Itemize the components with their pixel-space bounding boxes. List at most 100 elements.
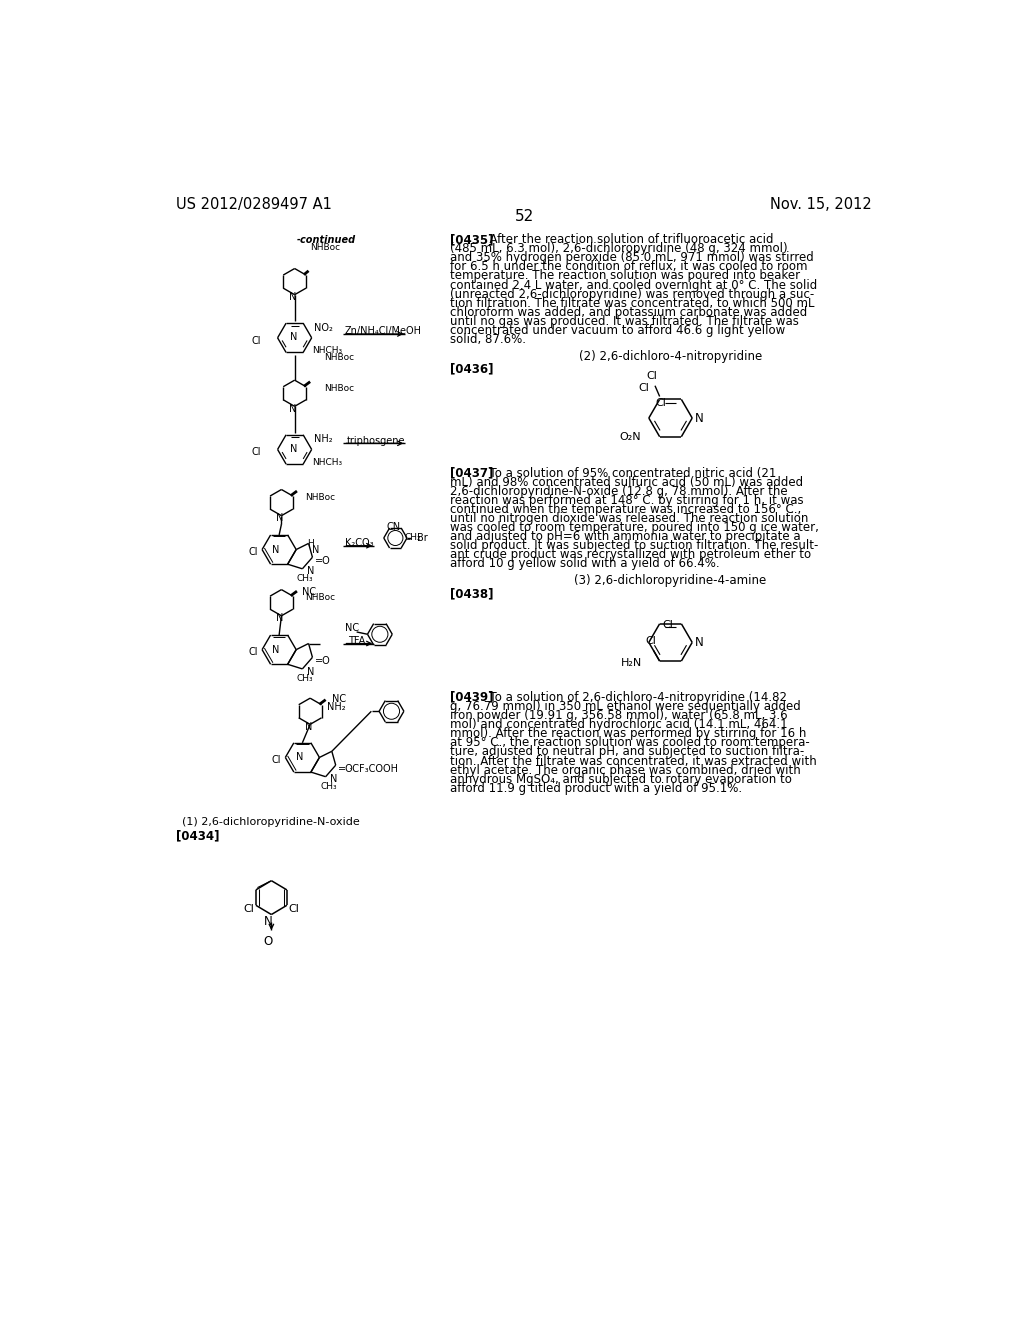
Text: Br: Br — [417, 533, 428, 544]
Text: N: N — [276, 614, 284, 623]
Text: [0435]: [0435] — [450, 234, 494, 246]
Text: at 95° C., the reaction solution was cooled to room tempera-: at 95° C., the reaction solution was coo… — [450, 737, 809, 750]
Text: N: N — [695, 412, 705, 425]
Text: N: N — [296, 752, 303, 763]
Text: Cl: Cl — [662, 619, 673, 630]
Text: N: N — [290, 333, 298, 342]
Text: N: N — [272, 644, 280, 655]
Text: =O: =O — [338, 763, 353, 774]
Text: Cl: Cl — [271, 755, 281, 766]
Text: mL) and 98% concentrated sulfuric acid (50 mL) was added: mL) and 98% concentrated sulfuric acid (… — [450, 475, 803, 488]
Text: [0438]: [0438] — [450, 587, 494, 601]
Text: Cl: Cl — [248, 647, 258, 657]
Text: and 35% hydrogen peroxide (85.0 mL, 971 mmol) was stirred: and 35% hydrogen peroxide (85.0 mL, 971 … — [450, 251, 813, 264]
Text: O: O — [263, 935, 272, 948]
Text: N: N — [331, 775, 338, 784]
Text: [0437]: [0437] — [450, 466, 493, 479]
Text: continued when the temperature was increased to 156° C.,: continued when the temperature was incre… — [450, 503, 801, 516]
Text: (3) 2,6-dichloropyridine-4-amine: (3) 2,6-dichloropyridine-4-amine — [574, 574, 767, 587]
Text: NH₂: NH₂ — [314, 434, 333, 444]
Text: NHBoc: NHBoc — [305, 594, 335, 602]
Text: Cl: Cl — [645, 636, 655, 645]
Text: CN: CN — [387, 521, 401, 532]
Text: N: N — [290, 293, 297, 302]
Text: -continued: -continued — [297, 235, 356, 246]
Text: NHBoc: NHBoc — [310, 243, 340, 252]
Text: To a solution of 95% concentrated nitric acid (21: To a solution of 95% concentrated nitric… — [482, 466, 776, 479]
Text: (2) 2,6-dichloro-4-nitropyridine: (2) 2,6-dichloro-4-nitropyridine — [579, 350, 762, 363]
Text: NC: NC — [302, 586, 316, 597]
Text: NHCH₃: NHCH₃ — [312, 458, 343, 467]
Text: NHBoc: NHBoc — [324, 384, 354, 393]
Text: Nov. 15, 2012: Nov. 15, 2012 — [770, 197, 872, 213]
Text: g, 76.79 mmol) in 350 mL ethanol were sequentially added: g, 76.79 mmol) in 350 mL ethanol were se… — [450, 700, 801, 713]
Text: [0436]: [0436] — [450, 363, 494, 376]
Text: =O: =O — [314, 656, 331, 665]
Text: Cl: Cl — [638, 383, 649, 393]
Text: tion filtration. The filtrate was concentrated, to which 500 mL: tion filtration. The filtrate was concen… — [450, 297, 814, 310]
Text: CH₃: CH₃ — [321, 781, 337, 791]
Text: solid, 87.6%.: solid, 87.6%. — [450, 333, 525, 346]
Text: 2,6-dichloropyridine-N-oxide (12.8 g, 78 mmol). After the: 2,6-dichloropyridine-N-oxide (12.8 g, 78… — [450, 484, 787, 498]
Text: O₂N: O₂N — [620, 432, 641, 442]
Text: H: H — [307, 539, 313, 548]
Text: After the reaction solution of trifluoroacetic acid: After the reaction solution of trifluoro… — [482, 234, 774, 246]
Text: N: N — [305, 722, 312, 733]
Text: CH₃: CH₃ — [297, 675, 313, 684]
Text: chloroform was added, and potassium carbonate was added: chloroform was added, and potassium carb… — [450, 306, 807, 318]
Text: NO₂: NO₂ — [314, 323, 333, 333]
Text: ant crude product was recrystallized with petroleum ether to: ant crude product was recrystallized wit… — [450, 548, 811, 561]
Text: NHCH₃: NHCH₃ — [312, 346, 343, 355]
Text: (unreacted 2,6-dichloropyridine) was removed through a suc-: (unreacted 2,6-dichloropyridine) was rem… — [450, 288, 814, 301]
Text: N: N — [290, 404, 297, 414]
Text: afford 10 g yellow solid with a yield of 66.4%.: afford 10 g yellow solid with a yield of… — [450, 557, 719, 570]
Text: To a solution of 2,6-dichloro-4-nitropyridine (14.82: To a solution of 2,6-dichloro-4-nitropyr… — [482, 690, 787, 704]
Text: N: N — [272, 545, 280, 554]
Text: N: N — [307, 667, 314, 677]
Text: NC: NC — [332, 693, 346, 704]
Text: for 6.5 h under the condition of reflux, it was cooled to room: for 6.5 h under the condition of reflux,… — [450, 260, 807, 273]
Text: concentrated under vacuum to afford 46.6 g light yellow: concentrated under vacuum to afford 46.6… — [450, 323, 784, 337]
Text: triphosgene: triphosgene — [346, 436, 406, 446]
Text: until no gas was produced. It was filtrated. The filtrate was: until no gas was produced. It was filtra… — [450, 315, 799, 327]
Text: reaction was performed at 148° C. by stirring for 1 h, it was: reaction was performed at 148° C. by sti… — [450, 494, 803, 507]
Text: anhydrous MgSO₄, and subjected to rotary evaporation to: anhydrous MgSO₄, and subjected to rotary… — [450, 772, 792, 785]
Text: K₂CO₃: K₂CO₃ — [345, 539, 374, 548]
Text: mmol). After the reaction was performed by stirring for 16 h: mmol). After the reaction was performed … — [450, 727, 806, 741]
Text: N: N — [290, 444, 298, 454]
Text: [0434]: [0434] — [176, 830, 219, 843]
Text: until no nitrogen dioxide was released. The reaction solution: until no nitrogen dioxide was released. … — [450, 512, 808, 525]
Text: NC: NC — [345, 623, 359, 634]
Text: (1) 2,6-dichloropyridine-N-oxide: (1) 2,6-dichloropyridine-N-oxide — [182, 817, 360, 826]
Text: mol) and concentrated hydrochloric acid (14.1 mL, 464.1: mol) and concentrated hydrochloric acid … — [450, 718, 787, 731]
Text: (485 mL, 6.3 mol), 2,6-dichloropyridine (48 g, 324 mmol): (485 mL, 6.3 mol), 2,6-dichloropyridine … — [450, 242, 787, 255]
Text: H₂N: H₂N — [622, 657, 643, 668]
Text: US 2012/0289497 A1: US 2012/0289497 A1 — [176, 197, 332, 213]
Text: iron powder (19.91 g, 356.58 mmol), water (65.8 mL, 3.6: iron powder (19.91 g, 356.58 mmol), wate… — [450, 709, 787, 722]
Text: N: N — [307, 566, 314, 577]
Text: NHBoc: NHBoc — [305, 494, 335, 503]
Text: N: N — [311, 545, 319, 554]
Text: Cl: Cl — [244, 904, 254, 913]
Text: tion. After the filtrate was concentrated, it was extracted with: tion. After the filtrate was concentrate… — [450, 755, 816, 767]
Text: and adjusted to pH=6 with ammonia water to precipitate a: and adjusted to pH=6 with ammonia water … — [450, 531, 800, 543]
Text: Cl: Cl — [248, 548, 258, 557]
Text: =O: =O — [314, 556, 331, 566]
Text: contained 2.4 L water, and cooled overnight at 0° C. The solid: contained 2.4 L water, and cooled overni… — [450, 279, 817, 292]
Text: afford 11.9 g titled product with a yield of 95.1%.: afford 11.9 g titled product with a yiel… — [450, 781, 741, 795]
Text: CH₃: CH₃ — [297, 574, 313, 583]
Text: CH₂: CH₂ — [404, 533, 421, 541]
Text: NHBoc: NHBoc — [324, 354, 354, 362]
Text: Cl: Cl — [252, 335, 261, 346]
Text: Cl: Cl — [646, 371, 657, 381]
Text: Zn/NH₄Cl/MeOH: Zn/NH₄Cl/MeOH — [345, 326, 422, 337]
Text: Cl: Cl — [252, 447, 261, 457]
Text: ture, adjusted to neutral pH, and subjected to suction filtra-: ture, adjusted to neutral pH, and subjec… — [450, 746, 804, 759]
Text: Cl: Cl — [655, 397, 667, 408]
Text: [0439]: [0439] — [450, 690, 494, 704]
Text: ·CF₃COOH: ·CF₃COOH — [343, 763, 398, 774]
Text: ethyl acetate. The organic phase was combined, dried with: ethyl acetate. The organic phase was com… — [450, 763, 801, 776]
Text: TFA: TFA — [348, 636, 366, 645]
Text: Cl: Cl — [289, 904, 299, 913]
Text: 52: 52 — [515, 209, 535, 224]
